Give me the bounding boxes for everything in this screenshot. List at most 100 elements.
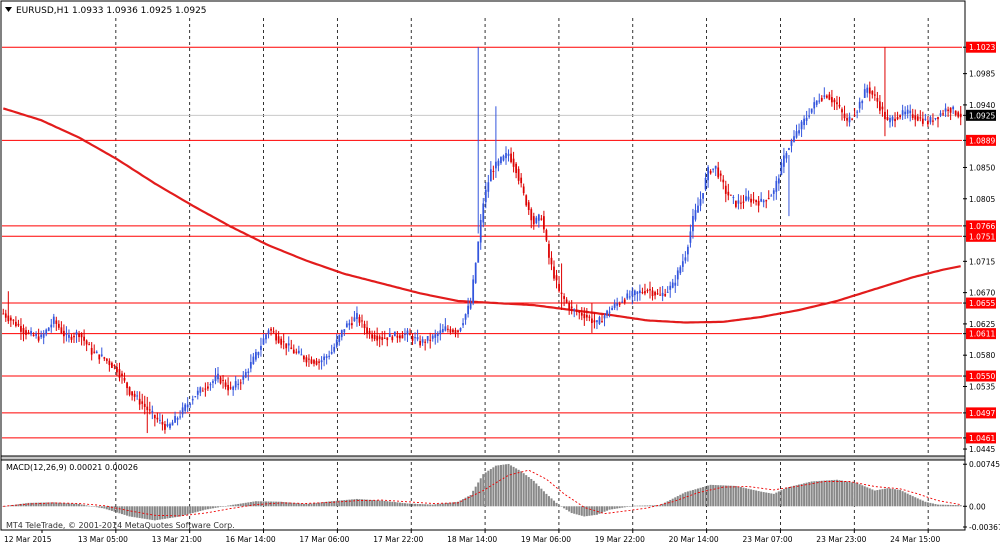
- macd-bar: [219, 506, 222, 507]
- macd-bar: [631, 506, 634, 507]
- vertical-grid: [115, 18, 929, 530]
- candle-body: [217, 373, 219, 380]
- macd-bar: [469, 495, 472, 507]
- bear-candle: [641, 287, 644, 295]
- macd-bar: [249, 502, 252, 507]
- candle-body: [535, 217, 538, 224]
- bear-candle: [942, 109, 944, 117]
- bear-candle: [25, 326, 27, 340]
- macd-bar: [239, 503, 242, 507]
- bear-candle: [22, 324, 25, 342]
- bull-candle: [388, 328, 391, 338]
- candle-body: [489, 169, 492, 182]
- macd-bar: [237, 503, 240, 507]
- candle-body: [651, 290, 654, 297]
- candle-body: [123, 377, 126, 381]
- macd-bar: [702, 487, 705, 507]
- bull-candle: [100, 347, 103, 358]
- bull-candle: [242, 371, 245, 385]
- macd-layer: [2, 463, 962, 521]
- candle-body: [823, 95, 826, 97]
- bear-candle: [545, 228, 548, 242]
- macd-bar: [694, 489, 697, 507]
- bear-candle: [833, 98, 836, 110]
- bull-candle: [505, 146, 507, 165]
- candle-body: [838, 104, 841, 107]
- bull-candle: [747, 190, 750, 202]
- macd-bar: [542, 491, 545, 507]
- candle-body: [724, 185, 727, 194]
- bear-candle: [409, 328, 411, 336]
- bull-candle: [808, 108, 811, 119]
- bull-candle: [184, 403, 187, 414]
- macd-bar: [664, 502, 667, 507]
- bear-candle: [93, 344, 96, 354]
- candle-body: [386, 337, 389, 341]
- bear-candle: [937, 116, 939, 128]
- macd-bar: [666, 501, 669, 507]
- candle-body: [60, 327, 63, 334]
- bear-candle: [9, 315, 12, 327]
- bull-candle: [345, 320, 348, 328]
- candle-body: [429, 339, 432, 341]
- bull-candle: [573, 308, 576, 318]
- candle-body: [83, 336, 85, 341]
- bull-candle: [676, 267, 679, 286]
- candle-body: [454, 330, 457, 334]
- candle-body: [313, 360, 315, 364]
- macd-bar: [863, 486, 866, 507]
- bull-candle: [40, 330, 43, 340]
- bull-candle: [406, 328, 409, 342]
- candle-body: [153, 414, 156, 419]
- macd-bar: [373, 500, 376, 507]
- bull-candle: [45, 328, 48, 337]
- candle-body: [866, 87, 869, 93]
- candle-body: [689, 231, 692, 243]
- macd-bar: [214, 506, 217, 508]
- macd-bar: [939, 504, 942, 507]
- candle-body: [143, 403, 146, 407]
- candle-body: [434, 334, 437, 338]
- bull-candle: [262, 333, 265, 346]
- macd-bar: [886, 488, 889, 507]
- macd-bar: [527, 477, 530, 507]
- macd-bar: [358, 499, 361, 507]
- candle-body: [368, 330, 371, 334]
- candle-body: [479, 219, 482, 243]
- candle-body: [606, 310, 608, 316]
- candle-body: [381, 337, 384, 340]
- bear-candle: [709, 169, 712, 175]
- bear-candle: [717, 161, 720, 180]
- macd-bar: [954, 505, 957, 507]
- bull-candle: [353, 310, 356, 322]
- macd-bar: [901, 491, 904, 507]
- macd-bar: [401, 502, 404, 507]
- price-tick-label: 1.0461: [969, 434, 995, 443]
- macd-bar: [72, 503, 76, 507]
- candle-body: [169, 423, 171, 429]
- macd-title: MACD(12,26,9) 0.00021 0.00026: [6, 463, 138, 472]
- macd-bar: [456, 501, 460, 507]
- macd-bar: [795, 485, 798, 507]
- bear-candle: [98, 354, 101, 364]
- candle-body: [560, 292, 563, 294]
- triangle-down-icon[interactable]: [5, 7, 12, 12]
- macd-bar: [201, 506, 204, 511]
- bear-candle: [20, 318, 22, 340]
- candle-body: [391, 336, 394, 341]
- candle-body: [262, 338, 265, 345]
- macd-bar: [307, 503, 310, 507]
- macd-bar: [156, 506, 159, 521]
- candle-body: [9, 317, 12, 321]
- bull-candle: [909, 104, 912, 122]
- bear-candle: [399, 333, 401, 343]
- candle-body: [613, 303, 616, 308]
- bull-candle: [244, 368, 247, 379]
- bull-candle: [169, 422, 171, 430]
- candle-body: [356, 313, 358, 320]
- bull-candle: [823, 87, 826, 100]
- candle-body: [666, 291, 669, 293]
- candle-body: [351, 323, 353, 326]
- candle-body: [924, 118, 927, 120]
